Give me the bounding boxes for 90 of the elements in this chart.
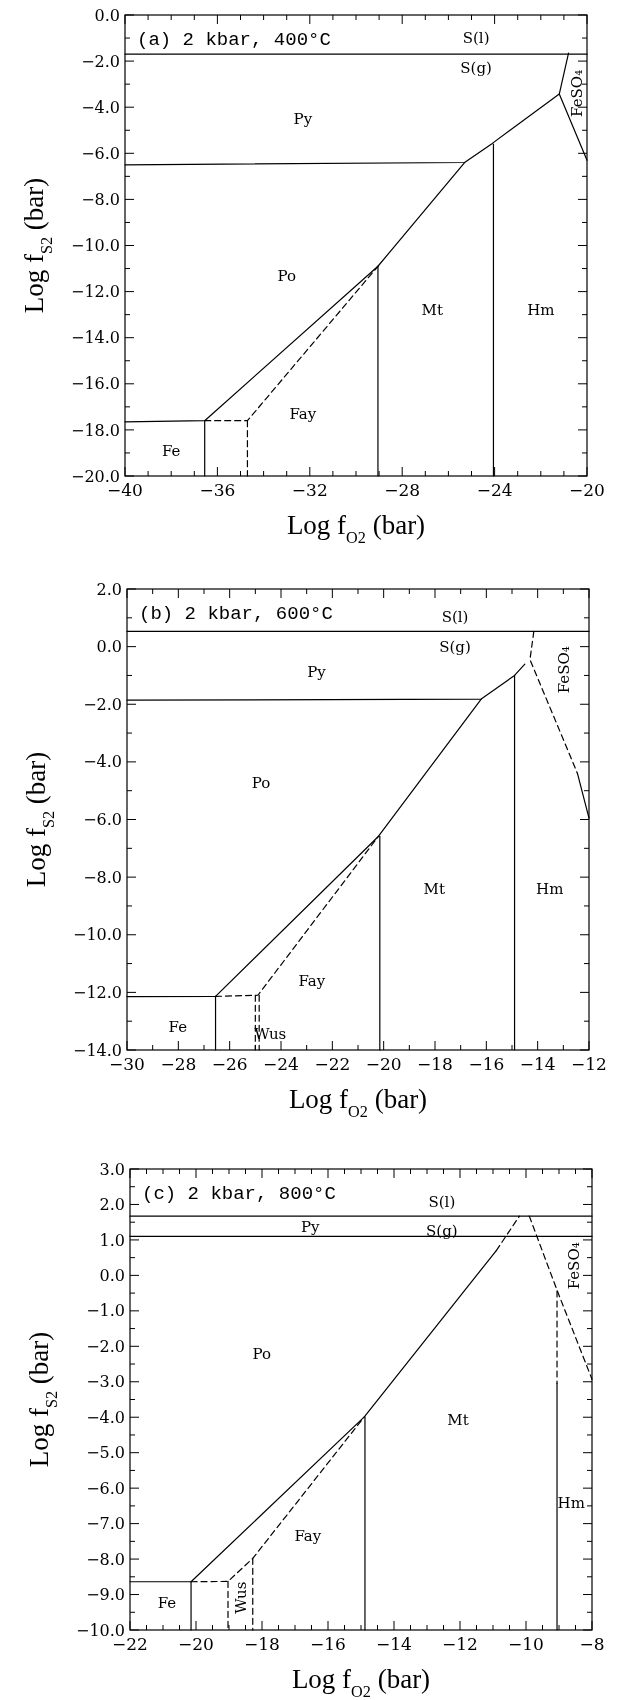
y-tick-label: 0.0: [96, 637, 122, 657]
x-tick-label: −12: [442, 1634, 478, 1654]
x-tick-label: −10: [508, 1634, 544, 1654]
x-tick-label: −26: [211, 1054, 248, 1074]
text: (b) 2 kbar, 600°C: [139, 603, 333, 625]
y-tick-label: −10.0: [75, 1620, 125, 1640]
y-tick-label: 1.0: [99, 1230, 125, 1250]
annotation: Po: [277, 266, 296, 285]
annotation: FeSO₄: [564, 1242, 583, 1290]
y-tick-label: −14.0: [70, 328, 120, 348]
annotation: S(g): [460, 59, 492, 78]
y-tick-label: −8.0: [81, 190, 120, 209]
y-tick-label: −6.0: [86, 1478, 125, 1498]
x-tick-label: −24: [263, 1054, 299, 1074]
y-tick-label: −2.0: [83, 694, 122, 714]
x-tick-label: −12: [571, 1054, 607, 1074]
annotation: Hm: [557, 1493, 585, 1512]
annotation: Fay: [294, 1526, 322, 1545]
annotation: Py: [300, 1217, 320, 1236]
x-tick-label: −20: [569, 480, 605, 500]
annotation: Fe: [157, 1593, 177, 1612]
y-tick-label: −4.0: [83, 752, 122, 772]
x-tick-label: −18: [417, 1054, 453, 1074]
y-tick-label: −4.0: [86, 1407, 125, 1427]
x-tick-label: −22: [314, 1054, 351, 1074]
annotation: S(g): [426, 1222, 458, 1241]
x-axis-title: Log f$_{O2}$ (bar): [291, 1664, 431, 1700]
y-tick-label: −14.0: [72, 1040, 122, 1060]
x-tick-label: −18: [244, 1634, 280, 1654]
x-axis-title: Log f$_{O2}$ (bar): [288, 1084, 428, 1121]
y-tick-label: −7.0: [86, 1514, 125, 1534]
annotation: Hm: [527, 301, 555, 320]
annotation: Fe: [168, 1018, 188, 1037]
text: (c) 2 kbar, 800°C: [142, 1183, 336, 1205]
y-tick-label: −10.0: [70, 236, 120, 256]
annotation: S(l): [428, 1192, 456, 1211]
y-tick-label: −2.0: [81, 51, 120, 71]
x-tick-label: −16: [468, 1054, 505, 1074]
x-tick-label: −14: [519, 1054, 556, 1074]
annotation: S(g): [439, 637, 471, 656]
y-tick-label: −16.0: [70, 374, 120, 394]
y-tick-label: −20.0: [70, 466, 120, 486]
annotation: Fay: [298, 972, 326, 991]
annotation: FeSO₄: [554, 646, 573, 694]
y-tick-label: −12.0: [70, 282, 120, 302]
y-tick-label: −2.0: [86, 1336, 125, 1356]
y-tick-label: 2.0: [99, 1195, 125, 1215]
y-tick-label: −8.0: [83, 867, 122, 887]
x-tick-label: −20: [365, 1054, 402, 1074]
annotation: Py: [307, 663, 327, 682]
annotation: FeSO₄: [568, 69, 587, 117]
x-tick-label: −14: [376, 1634, 412, 1654]
x-tick-label: −32: [291, 480, 328, 500]
y-tick-label: −1.0: [86, 1301, 125, 1321]
annotation: S(l): [441, 607, 469, 626]
y-tick-label: −6.0: [81, 143, 120, 163]
y-tick-label: −12.0: [72, 982, 122, 1002]
x-axis-title: Log f$_{O2}$ (bar): [286, 510, 426, 547]
annotation: Mt: [421, 301, 443, 320]
annotation: Wus: [254, 1025, 287, 1044]
y-tick-label: −5.0: [86, 1443, 125, 1463]
text: (a) 2 kbar, 400°C: [137, 29, 331, 51]
x-tick-label: −24: [476, 480, 513, 500]
annotation: Mt: [423, 879, 445, 898]
y-tick-label: −4.0: [81, 97, 120, 117]
annotation: Fay: [289, 405, 317, 424]
x-tick-label: −8: [579, 1634, 605, 1654]
annotation: Py: [293, 109, 313, 128]
y-tick-label: −3.0: [86, 1372, 125, 1392]
y-tick-label: 2.0: [96, 579, 122, 599]
annotation: Mt: [447, 1411, 469, 1430]
annotation: Fe: [161, 441, 181, 460]
x-tick-label: −20: [178, 1634, 214, 1654]
annotation: Hm: [536, 879, 564, 898]
x-tick-label: −16: [310, 1634, 346, 1654]
y-tick-label: −10.0: [72, 925, 122, 945]
y-tick-label: −8.0: [86, 1549, 125, 1569]
x-tick-label: −28: [384, 480, 421, 500]
annotation: S(l): [462, 29, 490, 48]
annotation: Po: [251, 773, 271, 792]
annotation: Wus: [232, 1581, 251, 1614]
y-tick-label: 3.0: [99, 1159, 125, 1179]
y-tick-label: −9.0: [86, 1585, 125, 1605]
y-tick-label: 0.0: [94, 5, 120, 25]
y-tick-label: 0.0: [99, 1265, 125, 1285]
y-tick-label: −18.0: [70, 420, 120, 440]
y-tick-label: −6.0: [83, 810, 122, 830]
annotation: Po: [252, 1344, 271, 1363]
x-tick-label: −36: [199, 480, 236, 500]
x-tick-label: −28: [160, 1054, 197, 1074]
